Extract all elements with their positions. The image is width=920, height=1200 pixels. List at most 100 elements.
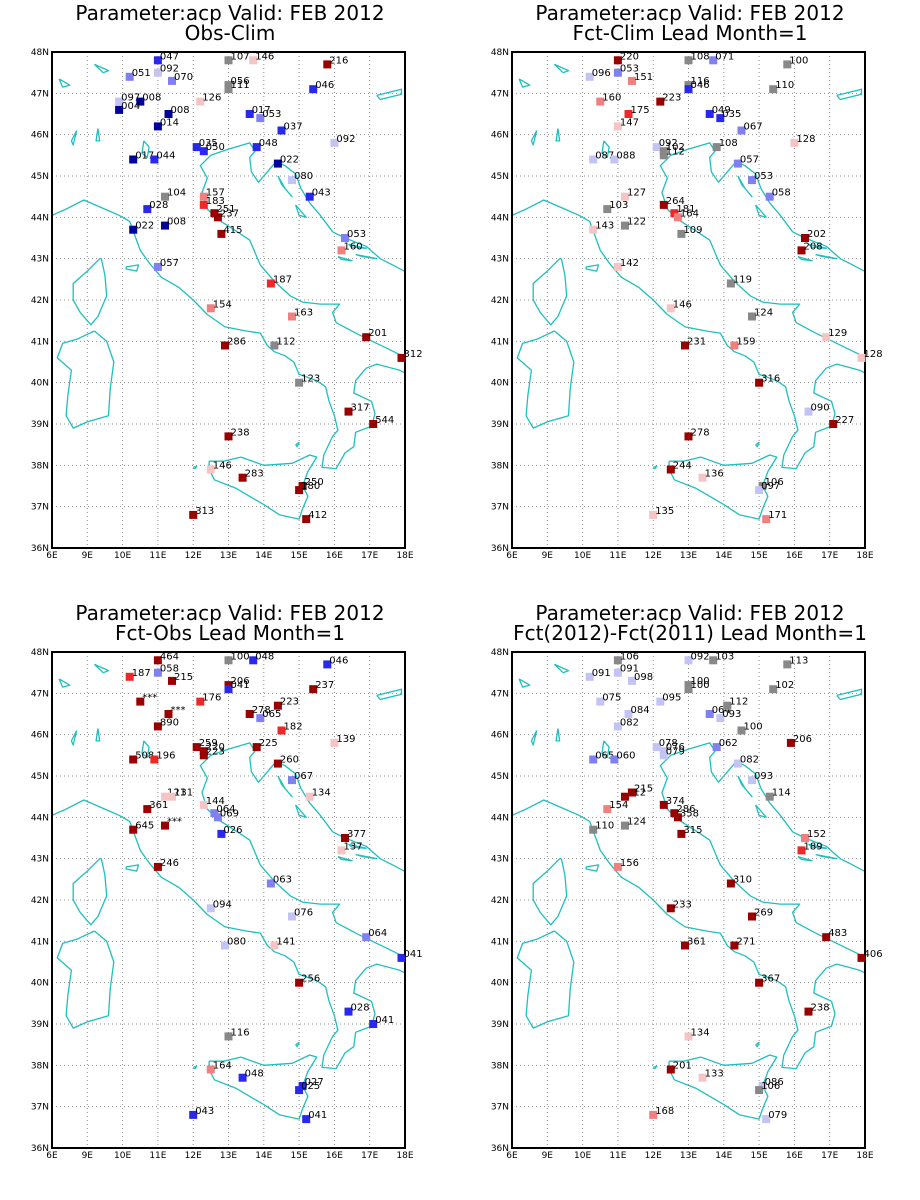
station-marker	[323, 660, 332, 669]
station-value-label: 225	[259, 738, 278, 749]
lon-tick-label: 14E	[715, 551, 732, 561]
station-marker	[196, 697, 205, 706]
station-marker	[755, 486, 764, 495]
station-marker	[192, 743, 201, 752]
lat-tick-label: 43N	[31, 855, 49, 865]
lat-tick-label: 36N	[31, 1144, 49, 1154]
lat-tick-label: 38N	[491, 1061, 509, 1071]
station-value-label: 187	[132, 668, 151, 679]
station-value-label: 069	[220, 808, 239, 819]
station-value-label: 035	[199, 138, 218, 149]
coastline	[294, 804, 307, 818]
station-value-label: 114	[772, 788, 791, 799]
station-marker	[709, 656, 718, 665]
station-value-label: 160	[344, 241, 363, 252]
station-value-label: 259	[199, 738, 218, 749]
station-marker	[698, 1073, 707, 1082]
map-frame	[51, 651, 406, 1149]
station-marker	[164, 710, 173, 718]
station-value-label: 187	[273, 275, 292, 286]
station-marker	[210, 809, 219, 818]
station-marker	[786, 738, 795, 747]
station-marker	[397, 953, 406, 962]
station-value-label: 058	[160, 664, 179, 675]
station-value-label: 046	[329, 655, 348, 666]
station-value-label: 090	[811, 403, 830, 414]
station-value-label: 206	[793, 734, 812, 745]
station-value-label: 008	[142, 93, 161, 104]
station-value-label: 286	[227, 337, 246, 348]
station-marker	[649, 510, 658, 519]
lat-tick-label: 36N	[491, 1144, 509, 1154]
coastline	[376, 688, 403, 701]
station-marker	[210, 209, 219, 218]
station-value-label: 216	[329, 55, 348, 66]
station-marker	[305, 792, 314, 801]
station-value-label: 017	[135, 151, 154, 162]
station-value-label: 134	[312, 788, 331, 799]
station-value-label: 164	[680, 208, 699, 219]
map-frame	[511, 651, 866, 1149]
lon-tick-label: 6E	[46, 1151, 58, 1161]
station-marker	[613, 68, 622, 77]
station-value-label: 129	[828, 328, 847, 339]
station-value-label: 098	[634, 672, 653, 683]
station-value-label: 278	[691, 427, 710, 438]
lon-tick-label: 6E	[46, 551, 58, 561]
station-marker	[323, 60, 332, 69]
station-marker	[115, 105, 124, 114]
lon-tick-label: 18E	[396, 551, 413, 561]
station-marker	[681, 941, 689, 950]
station-value-label: 053	[347, 229, 366, 240]
lon-tick-label: 16E	[786, 551, 803, 561]
coastline	[93, 663, 110, 674]
station-marker	[252, 143, 261, 152]
station-marker	[168, 676, 176, 685]
station-value-label: 139	[336, 734, 355, 745]
station-marker	[857, 953, 866, 962]
coastline	[376, 88, 403, 101]
coastline	[808, 843, 827, 849]
station-value-label: 086	[765, 1077, 784, 1088]
coastline	[58, 78, 71, 88]
coastline	[530, 130, 538, 146]
station-value-label: 111	[231, 80, 250, 91]
station-marker	[153, 68, 162, 77]
coastline	[125, 864, 140, 872]
coastline	[797, 255, 813, 262]
lon-tick-label: 15E	[291, 551, 308, 561]
station-marker	[369, 1020, 378, 1028]
station-value-label: 065	[262, 709, 281, 720]
station-value-label: 082	[740, 755, 759, 766]
station-value-label: 189	[804, 841, 823, 852]
lat-tick-label: 45N	[31, 772, 49, 782]
coastline	[659, 742, 865, 958]
lon-tick-label: 12E	[185, 1151, 202, 1161]
station-marker	[822, 933, 831, 942]
station-marker	[295, 1086, 304, 1095]
station-marker	[684, 81, 693, 90]
station-marker	[730, 941, 739, 950]
station-marker	[797, 846, 806, 855]
station-marker	[217, 829, 226, 838]
station-value-label: 112	[276, 337, 295, 348]
lat-tick-label: 40N	[31, 379, 49, 389]
lat-tick-label: 37N	[31, 1103, 49, 1113]
lat-tick-label: 37N	[31, 503, 49, 513]
station-value-label: 065	[595, 751, 614, 762]
station-marker	[677, 829, 686, 838]
coastline	[294, 204, 307, 218]
lon-tick-label: 10E	[574, 1151, 591, 1161]
station-marker	[153, 668, 162, 677]
station-value-label: 049	[712, 105, 731, 116]
station-marker	[613, 262, 622, 271]
lat-tick-label: 41N	[491, 937, 509, 947]
station-value-label: 113	[789, 655, 808, 666]
station-value-label: 097	[121, 93, 140, 104]
lon-tick-label: 13E	[680, 1151, 697, 1161]
station-value-label: 100	[691, 680, 710, 691]
coastline	[555, 128, 561, 142]
coastline	[601, 740, 610, 759]
lat-tick-label: 39N	[31, 420, 49, 430]
